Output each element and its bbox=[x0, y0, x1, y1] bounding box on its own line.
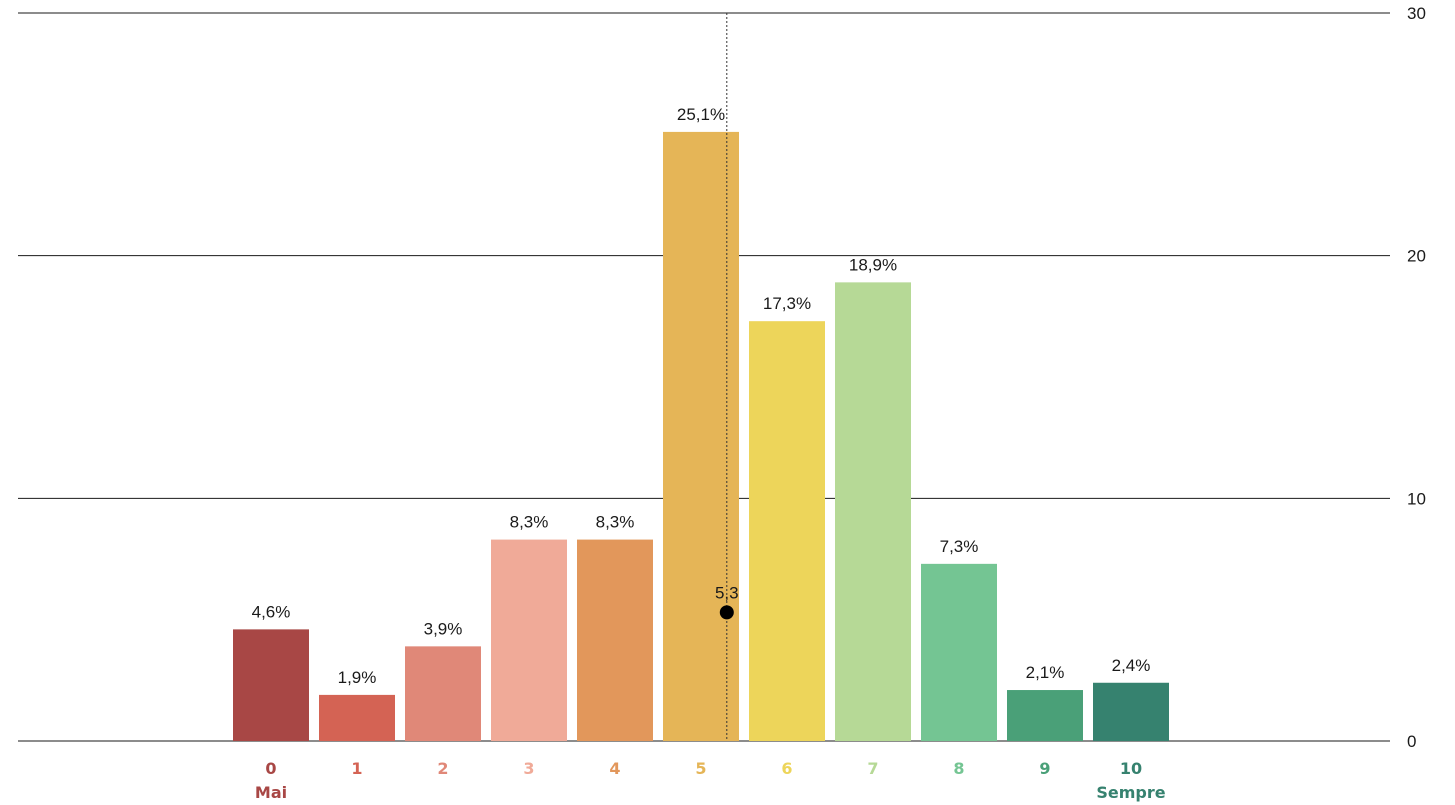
x-tick-label: 7 bbox=[867, 759, 878, 778]
x-tick-label: 3 bbox=[523, 759, 534, 778]
y-tick-label: 30 bbox=[1407, 4, 1426, 23]
x-tick-label: 5 bbox=[695, 759, 706, 778]
mean-label: 5,3 bbox=[715, 583, 739, 602]
bar bbox=[663, 131, 739, 741]
mean-dot bbox=[719, 605, 734, 620]
y-tick-label: 10 bbox=[1407, 489, 1426, 508]
scale-high-label: Sempre bbox=[1096, 783, 1165, 802]
mean-marker: 5,3 bbox=[715, 13, 739, 741]
x-axis: 0 1 2 3 4 5 6 7 8 9 10 Mai Sempre bbox=[255, 759, 1166, 802]
bar bbox=[749, 321, 825, 741]
y-tick-label: 20 bbox=[1407, 247, 1426, 266]
bar bbox=[577, 539, 653, 741]
bar bbox=[1007, 690, 1083, 741]
data-label: 3,9% bbox=[424, 619, 463, 638]
x-tick-label: 0 bbox=[265, 759, 276, 778]
data-label: 25,1% bbox=[677, 105, 725, 124]
data-label: 1,9% bbox=[338, 668, 377, 687]
x-tick-label: 8 bbox=[953, 759, 964, 778]
y-tick-label: 0 bbox=[1407, 732, 1416, 751]
data-label: 7,3% bbox=[940, 537, 979, 556]
bar bbox=[319, 694, 395, 741]
scale-low-label: Mai bbox=[255, 783, 287, 802]
x-tick-label: 2 bbox=[437, 759, 448, 778]
bar bbox=[233, 629, 309, 741]
bars bbox=[233, 131, 1169, 741]
x-tick-label: 6 bbox=[781, 759, 792, 778]
bar bbox=[835, 282, 911, 741]
value-labels: 4,6% 1,9% 3,9% 8,3% 8,3% 25,1% 17,3% 18,9% 7,3% 2… bbox=[252, 105, 1151, 687]
data-label: 17,3% bbox=[763, 294, 811, 313]
y-axis: 0 10 20 30 bbox=[1407, 4, 1426, 751]
x-tick-label: 1 bbox=[351, 759, 362, 778]
data-label: 2,1% bbox=[1026, 663, 1065, 682]
bar bbox=[1093, 682, 1169, 741]
data-label: 2,4% bbox=[1112, 656, 1151, 675]
bar bbox=[921, 563, 997, 741]
data-label: 18,9% bbox=[849, 255, 897, 274]
data-label: 4,6% bbox=[252, 602, 291, 621]
bar bbox=[405, 646, 481, 741]
data-label: 8,3% bbox=[510, 513, 549, 532]
x-tick-label: 9 bbox=[1039, 759, 1050, 778]
data-label: 8,3% bbox=[596, 513, 635, 532]
bar bbox=[491, 539, 567, 741]
x-tick-label: 10 bbox=[1120, 759, 1142, 778]
x-tick-label: 4 bbox=[609, 759, 620, 778]
